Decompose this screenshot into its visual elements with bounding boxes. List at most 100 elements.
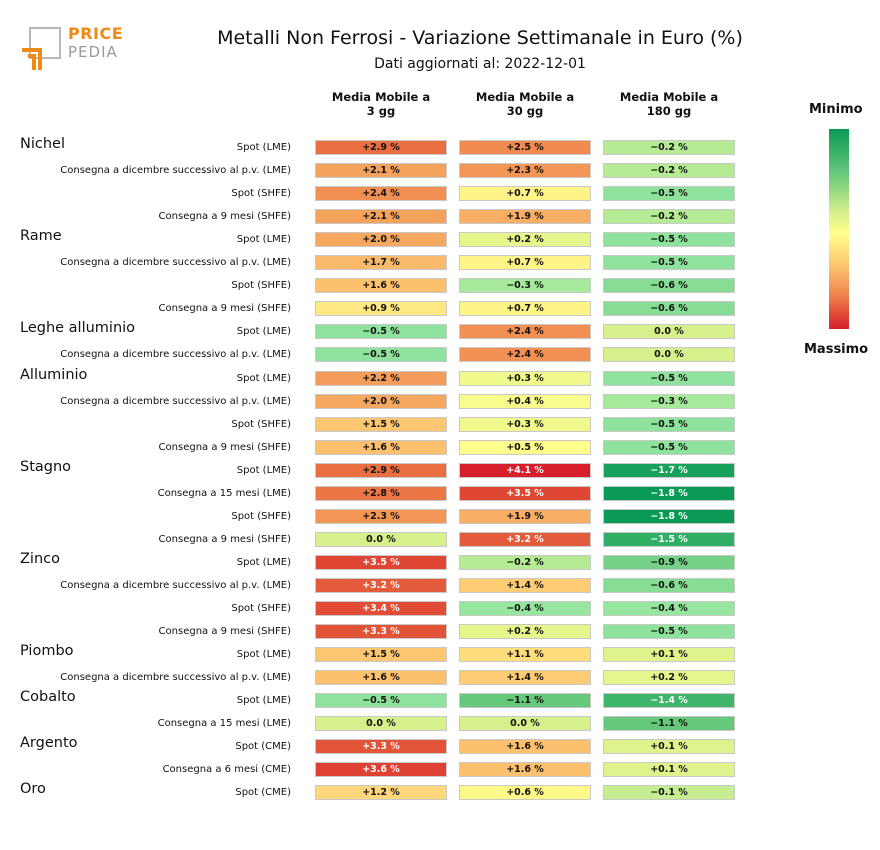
heatmap-cell: −0.4 %	[603, 601, 735, 616]
metal-group-label: Nichel	[20, 136, 65, 152]
row-label: Consegna a dicembre successivo al p.v. (…	[60, 672, 291, 683]
row-label: Consegna a 9 mesi (SHFE)	[158, 626, 291, 637]
row-label: Consegna a 6 mesi (CME)	[162, 764, 291, 775]
heatmap-cell: −1.5 %	[603, 532, 735, 547]
row-label: Spot (LME)	[236, 326, 291, 337]
heatmap-cell: +3.4 %	[315, 601, 447, 616]
heatmap-cell: −0.2 %	[459, 555, 591, 570]
heatmap-cell: 0.0 %	[315, 716, 447, 731]
row-label: Consegna a dicembre successivo al p.v. (…	[60, 396, 291, 407]
heatmap-cell: +1.1 %	[459, 647, 591, 662]
heatmap-cell: +1.4 %	[459, 670, 591, 685]
metal-group-label: Alluminio	[20, 367, 88, 383]
heatmap-cell: +2.4 %	[315, 186, 447, 201]
heatmap-cell: 0.0 %	[603, 347, 735, 362]
chart-subtitle: Dati aggiornati al: 2022-12-01	[374, 56, 586, 72]
heatmap-cell: +1.9 %	[459, 509, 591, 524]
legend-min-label: Minimo	[809, 102, 863, 117]
row-label: Spot (LME)	[236, 373, 291, 384]
row-label: Spot (LME)	[236, 557, 291, 568]
heatmap-cell: −1.8 %	[603, 486, 735, 501]
metal-group-label: Leghe alluminio	[20, 320, 136, 336]
heatmap-cell: +1.5 %	[315, 417, 447, 432]
metal-group-label: Rame	[20, 228, 62, 244]
heatmap-cell: +2.9 %	[315, 463, 447, 478]
heatmap-cell: +3.5 %	[315, 555, 447, 570]
heatmap-cell: −0.5 %	[603, 371, 735, 386]
heatmap-cell: −0.5 %	[603, 440, 735, 455]
heatmap-cell: +2.0 %	[315, 394, 447, 409]
heatmap-cell: +1.6 %	[459, 739, 591, 754]
heatmap-cell: −0.5 %	[315, 693, 447, 708]
heatmap-cell: +1.6 %	[315, 278, 447, 293]
heatmap-cell: +3.3 %	[315, 739, 447, 754]
heatmap-cell: −1.8 %	[603, 509, 735, 524]
heatmap-cell: −0.5 %	[603, 255, 735, 270]
heatmap-cell: −0.3 %	[459, 278, 591, 293]
heatmap-cell: 0.0 %	[459, 716, 591, 731]
heatmap-cell: +1.6 %	[315, 670, 447, 685]
heatmap-cell: +2.1 %	[315, 163, 447, 178]
metal-group-label: Stagno	[20, 459, 72, 475]
heatmap-cell: −0.9 %	[603, 555, 735, 570]
legend-max-label: Massimo	[804, 342, 869, 357]
row-label: Spot (CME)	[235, 741, 291, 752]
logo-mark-icon	[22, 27, 61, 70]
row-label: Consegna a dicembre successivo al p.v. (…	[60, 257, 291, 268]
row-label: Spot (LME)	[236, 142, 291, 153]
heatmap-cell: +0.4 %	[459, 394, 591, 409]
row-label: Spot (LME)	[236, 465, 291, 476]
chart-title: Metalli Non Ferrosi - Variazione Settima…	[217, 27, 743, 49]
heatmap-cell: +2.4 %	[459, 347, 591, 362]
heatmap-cell: −0.5 %	[603, 417, 735, 432]
row-label: Spot (LME)	[236, 695, 291, 706]
row-label: Consegna a 15 mesi (LME)	[157, 488, 291, 499]
heatmap-cell: −1.7 %	[603, 463, 735, 478]
metal-group-label: Zinco	[20, 551, 60, 567]
heatmap-cell: −0.2 %	[603, 209, 735, 224]
row-label: Consegna a dicembre successivo al p.v. (…	[60, 580, 291, 591]
heatmap-cell: +0.5 %	[459, 440, 591, 455]
logo-word-pedia: PEDIA	[68, 43, 118, 61]
heatmap-cell: +3.2 %	[315, 578, 447, 593]
heatmap-cell: +0.6 %	[459, 785, 591, 800]
heatmap-cell: +1.6 %	[459, 762, 591, 777]
legend-color-scale	[829, 129, 849, 329]
heatmap-cell: −0.2 %	[603, 140, 735, 155]
heatmap-cell: +0.2 %	[459, 624, 591, 639]
heatmap-cell: +2.9 %	[315, 140, 447, 155]
heatmap-cell: −1.1 %	[459, 693, 591, 708]
metal-group-label: Piombo	[20, 643, 74, 659]
heatmap-cell: +0.7 %	[459, 255, 591, 270]
metal-group-label: Argento	[20, 735, 78, 751]
heatmap-cell: +3.6 %	[315, 762, 447, 777]
heatmap-cell: +0.1 %	[603, 647, 735, 662]
heatmap-cell: −0.5 %	[603, 186, 735, 201]
heatmap-cell: +0.1 %	[603, 739, 735, 754]
heatmap-cell: −0.5 %	[603, 232, 735, 247]
heatmap-cell: +3.3 %	[315, 624, 447, 639]
heatmap-cell: +2.4 %	[459, 324, 591, 339]
row-label: Spot (SHFE)	[231, 188, 291, 199]
metal-group-label: Oro	[20, 781, 46, 797]
row-label: Consegna a 9 mesi (SHFE)	[158, 303, 291, 314]
heatmap-cell: +3.5 %	[459, 486, 591, 501]
row-label: Spot (SHFE)	[231, 511, 291, 522]
heatmap-cell: +1.5 %	[315, 647, 447, 662]
heatmap-cell: +0.1 %	[603, 762, 735, 777]
logo-word-price: PRICE	[68, 24, 124, 43]
row-label: Spot (LME)	[236, 649, 291, 660]
heatmap-cell: −0.5 %	[315, 324, 447, 339]
heatmap-cell: +3.2 %	[459, 532, 591, 547]
heatmap-cell: +0.2 %	[603, 670, 735, 685]
heatmap-cell: −0.3 %	[603, 394, 735, 409]
heatmap-cell: +0.7 %	[459, 301, 591, 316]
heatmap-cell: +2.0 %	[315, 232, 447, 247]
heatmap-cell: +2.5 %	[459, 140, 591, 155]
row-label: Spot (SHFE)	[231, 603, 291, 614]
row-label: Consegna a 15 mesi (LME)	[157, 718, 291, 729]
heatmap-cell: 0.0 %	[603, 324, 735, 339]
heatmap-cell: +2.2 %	[315, 371, 447, 386]
heatmap-cell: +4.1 %	[459, 463, 591, 478]
